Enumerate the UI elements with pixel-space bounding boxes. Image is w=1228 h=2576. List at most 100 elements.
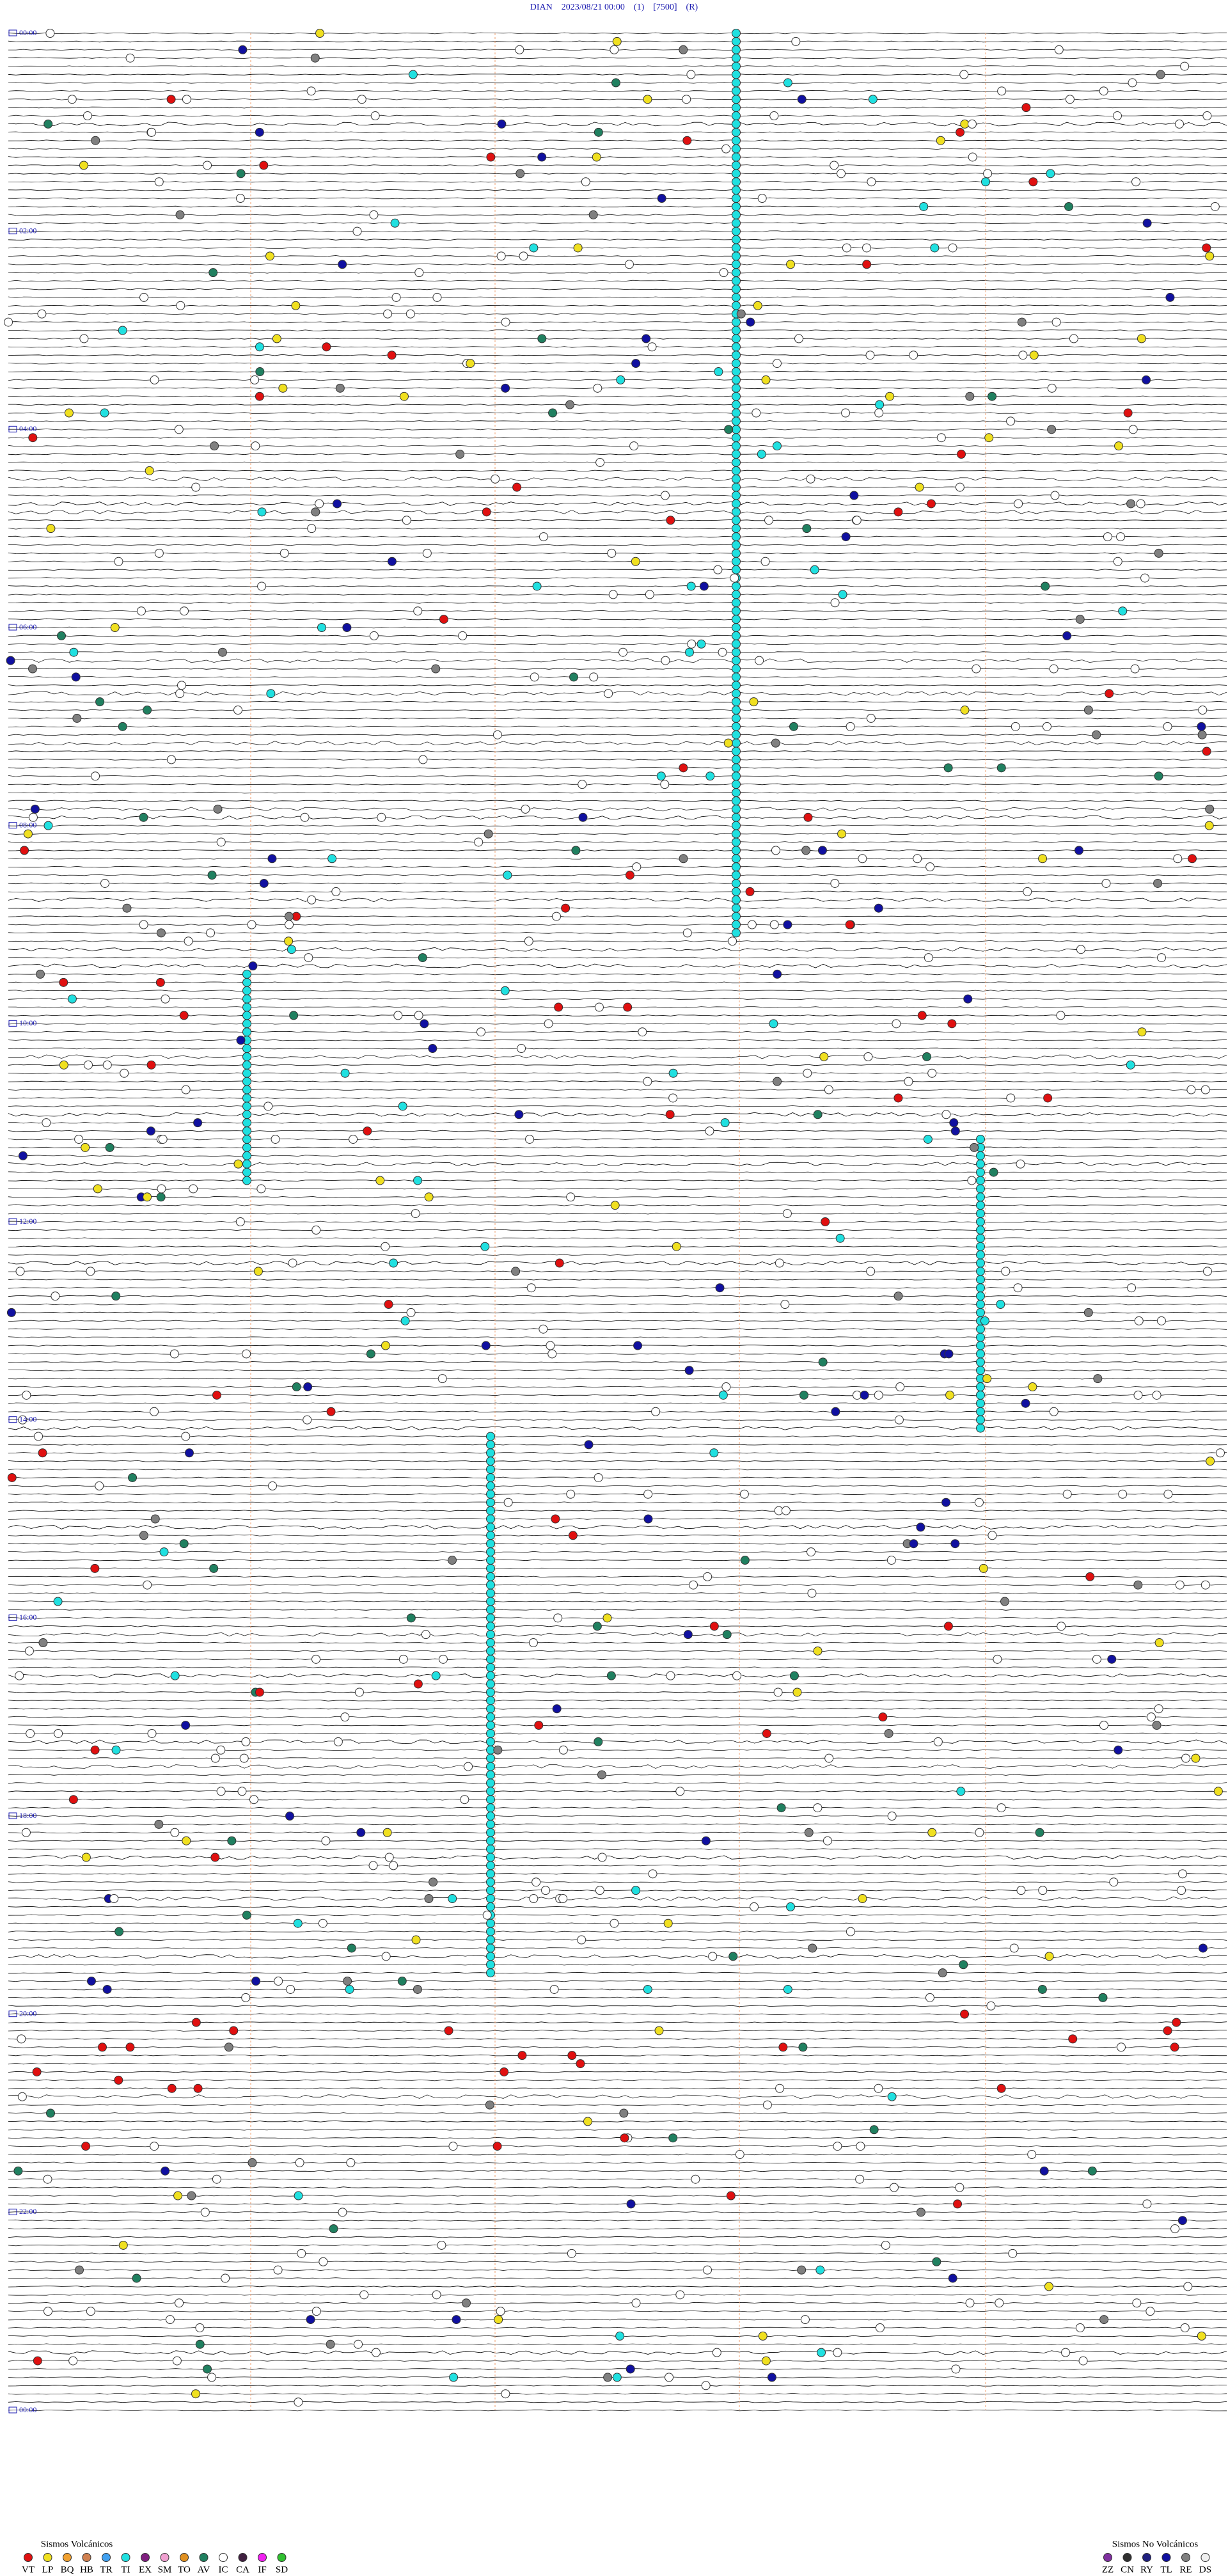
event (976, 1267, 985, 1276)
event (648, 1869, 657, 1879)
trace (8, 1229, 1227, 1231)
event (354, 2339, 363, 2349)
event (758, 2331, 767, 2341)
trace (8, 1823, 1227, 1826)
event (248, 2158, 257, 2167)
event (432, 292, 442, 302)
event (273, 2265, 283, 2275)
event (713, 565, 723, 574)
event (956, 127, 965, 137)
event (869, 2125, 879, 2135)
event (233, 1159, 243, 1169)
event (286, 1984, 295, 1994)
event (595, 457, 605, 467)
event (732, 598, 741, 608)
trace (8, 1510, 1227, 1512)
event (279, 548, 289, 558)
event (369, 210, 379, 219)
event (519, 251, 528, 261)
event (486, 1522, 495, 1532)
legend-code: LP (42, 2564, 54, 2575)
event (746, 317, 755, 327)
event (732, 103, 741, 113)
event (172, 2356, 182, 2366)
event (24, 1646, 34, 1655)
trace (8, 173, 1227, 175)
event (855, 2174, 865, 2184)
event (139, 920, 148, 929)
event (166, 95, 176, 104)
event (1200, 1580, 1210, 1590)
event (383, 309, 393, 319)
event (1083, 1308, 1093, 1317)
event (916, 2208, 925, 2217)
event (732, 639, 741, 649)
event (884, 1728, 893, 1738)
event (1043, 1093, 1053, 1103)
event (1087, 2166, 1097, 2176)
event (399, 391, 409, 401)
event (303, 1382, 313, 1392)
event (959, 70, 969, 79)
event (421, 1630, 430, 1640)
event (448, 1894, 457, 1904)
event (22, 1390, 31, 1400)
event (732, 713, 741, 723)
event (642, 334, 651, 344)
event (318, 1918, 327, 1928)
trace (8, 1130, 1227, 1132)
event (976, 1250, 985, 1260)
trace (8, 1700, 1227, 1702)
event (732, 433, 741, 443)
time-box (8, 1218, 17, 1225)
trace (8, 387, 1227, 390)
event (675, 2290, 685, 2300)
trace (8, 362, 1227, 365)
trace (8, 486, 1227, 488)
event (1075, 2323, 1085, 2332)
event (486, 1572, 495, 1581)
event (242, 1349, 251, 1359)
event (326, 1407, 336, 1416)
event (38, 1448, 47, 1458)
trace (8, 1345, 1227, 1347)
event (462, 2298, 471, 2308)
event (612, 36, 622, 46)
event (486, 1497, 495, 1507)
trace (8, 1105, 1227, 1107)
event (1197, 2331, 1206, 2341)
trace (8, 1658, 1227, 1661)
event (1156, 1316, 1166, 1325)
trace (8, 98, 1227, 100)
trace (8, 2401, 1227, 2403)
event (209, 1563, 219, 1573)
event (875, 400, 885, 409)
trace (8, 709, 1227, 711)
event (948, 243, 957, 253)
trace (8, 2094, 1227, 2099)
event (345, 1984, 354, 1994)
event (486, 1687, 495, 1697)
event (501, 317, 510, 327)
event (250, 375, 260, 384)
event (156, 1192, 166, 1202)
event (257, 507, 267, 517)
trace (8, 2112, 1227, 2114)
event (721, 1382, 731, 1392)
event (687, 639, 697, 649)
event (181, 1085, 191, 1094)
event (132, 2273, 141, 2283)
event (1038, 854, 1048, 864)
legend-swatch (199, 2553, 209, 2562)
event (109, 1894, 119, 1904)
event (167, 2083, 177, 2093)
event (764, 516, 774, 525)
event (486, 1935, 495, 1945)
event (170, 1671, 180, 1680)
event (529, 1894, 539, 1904)
event (1061, 2348, 1071, 2357)
event (486, 1894, 495, 1904)
event (86, 1267, 95, 1276)
event (274, 1977, 283, 1986)
trace (8, 1782, 1227, 1784)
